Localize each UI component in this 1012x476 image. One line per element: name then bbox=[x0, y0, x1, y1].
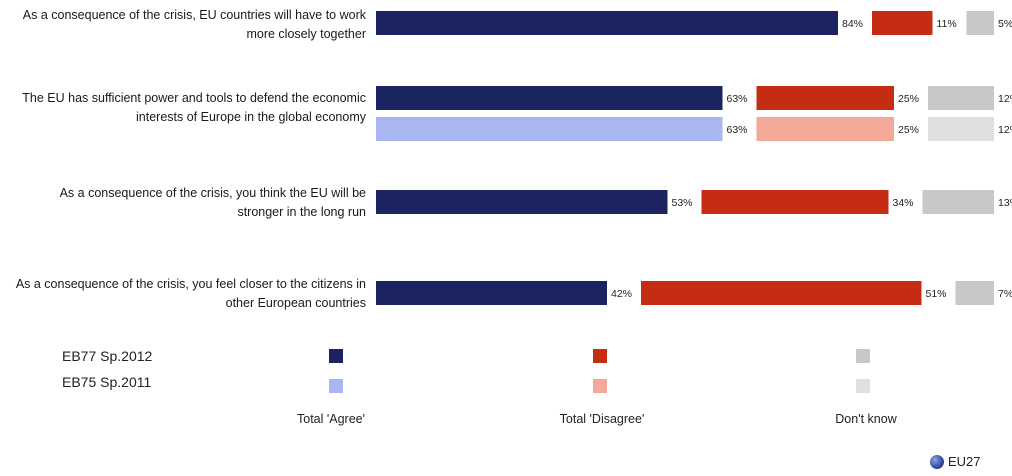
eu27-badge-label: EU27 bbox=[948, 454, 981, 469]
row-label-2-line-1: As a consequence of the crisis, you thin… bbox=[59, 186, 366, 200]
value-label-s1-c1-disagree: 25% bbox=[898, 124, 919, 136]
bar-s0-c1-dont-know bbox=[928, 86, 994, 110]
value-label-s0-c1-disagree: 25% bbox=[898, 93, 919, 105]
bar-s0-c2-dont-know bbox=[922, 190, 994, 214]
value-label-s0-c1-dont-know: 12% bbox=[998, 93, 1012, 105]
legend-swatch-s1-disagree bbox=[593, 379, 607, 393]
row-label-2-line-2: stronger in the long run bbox=[237, 205, 366, 219]
value-label-s1-c1-dont-know: 12% bbox=[998, 124, 1012, 136]
row-label-2: As a consequence of the crisis, you thin… bbox=[0, 184, 366, 222]
legend-swatch-s0-disagree bbox=[593, 349, 607, 363]
row-label-0-line-2: more closely together bbox=[246, 27, 366, 41]
row-label-3-line-2: other European countries bbox=[225, 296, 366, 310]
legend-col-label-disagree: Total 'Disagree' bbox=[559, 412, 645, 426]
bar-s0-c1-disagree bbox=[756, 86, 894, 110]
bar-s0-c2-disagree bbox=[701, 190, 889, 214]
row-label-0: As a consequence of the crisis, EU count… bbox=[0, 6, 366, 44]
bar-s0-c0-dont-know bbox=[966, 11, 994, 35]
bar-s0-c0-agree bbox=[376, 11, 838, 35]
row-label-3: As a consequence of the crisis, you feel… bbox=[0, 275, 366, 313]
value-label-s0-c2-disagree: 34% bbox=[893, 197, 914, 209]
bar-s0-c3-agree bbox=[376, 281, 607, 305]
legend-col-label-agree: Total 'Agree' bbox=[296, 412, 366, 426]
legend-series-1-name: EB75 Sp.2011 bbox=[62, 374, 152, 390]
value-label-s0-c2-dont-know: 13% bbox=[998, 197, 1012, 209]
value-label-s0-c0-agree: 84% bbox=[842, 18, 863, 30]
value-label-s0-c1-agree: 63% bbox=[727, 93, 748, 105]
globe-icon bbox=[930, 454, 944, 469]
bar-s1-c1-dont-know bbox=[928, 117, 994, 141]
value-label-s0-c0-disagree: 11% bbox=[937, 18, 957, 30]
value-label-s0-c0-dont-know: 5% bbox=[998, 18, 1012, 30]
legend-swatch-s0-agree bbox=[329, 349, 343, 363]
bar-s0-c1-agree bbox=[376, 86, 723, 110]
legend-col-label-dont-know: Don't know bbox=[835, 412, 897, 426]
eu27-badge: EU27 bbox=[930, 454, 981, 469]
bar-s1-c1-disagree bbox=[756, 117, 894, 141]
bar-s0-c2-agree bbox=[376, 190, 668, 214]
legend-swatch-s1-agree bbox=[329, 379, 343, 393]
value-label-s0-c3-disagree: 51% bbox=[926, 288, 947, 300]
bar-s1-c1-agree bbox=[376, 117, 723, 141]
row-label-1: The EU has sufficient power and tools to… bbox=[0, 89, 366, 127]
row-label-3-line-1: As a consequence of the crisis, you feel… bbox=[15, 277, 366, 291]
value-label-s0-c3-dont-know: 7% bbox=[998, 288, 1012, 300]
bar-s0-c0-disagree bbox=[872, 11, 933, 35]
row-label-0-line-1: As a consequence of the crisis, EU count… bbox=[22, 8, 366, 22]
legend-swatch-s0-dont-know bbox=[856, 349, 870, 363]
bar-s0-c3-dont-know bbox=[955, 281, 994, 305]
legend-swatch-s1-dont-know bbox=[856, 379, 870, 393]
value-label-s0-c3-agree: 42% bbox=[611, 288, 632, 300]
value-label-s1-c1-agree: 63% bbox=[727, 124, 748, 136]
bar-s0-c3-disagree bbox=[641, 281, 922, 305]
legend-series-0-name: EB77 Sp.2012 bbox=[62, 348, 153, 364]
value-label-s0-c2-agree: 53% bbox=[672, 197, 693, 209]
row-label-1-line-2: interests of Europe in the global econom… bbox=[136, 110, 366, 124]
row-label-1-line-1: The EU has sufficient power and tools to… bbox=[22, 91, 366, 105]
